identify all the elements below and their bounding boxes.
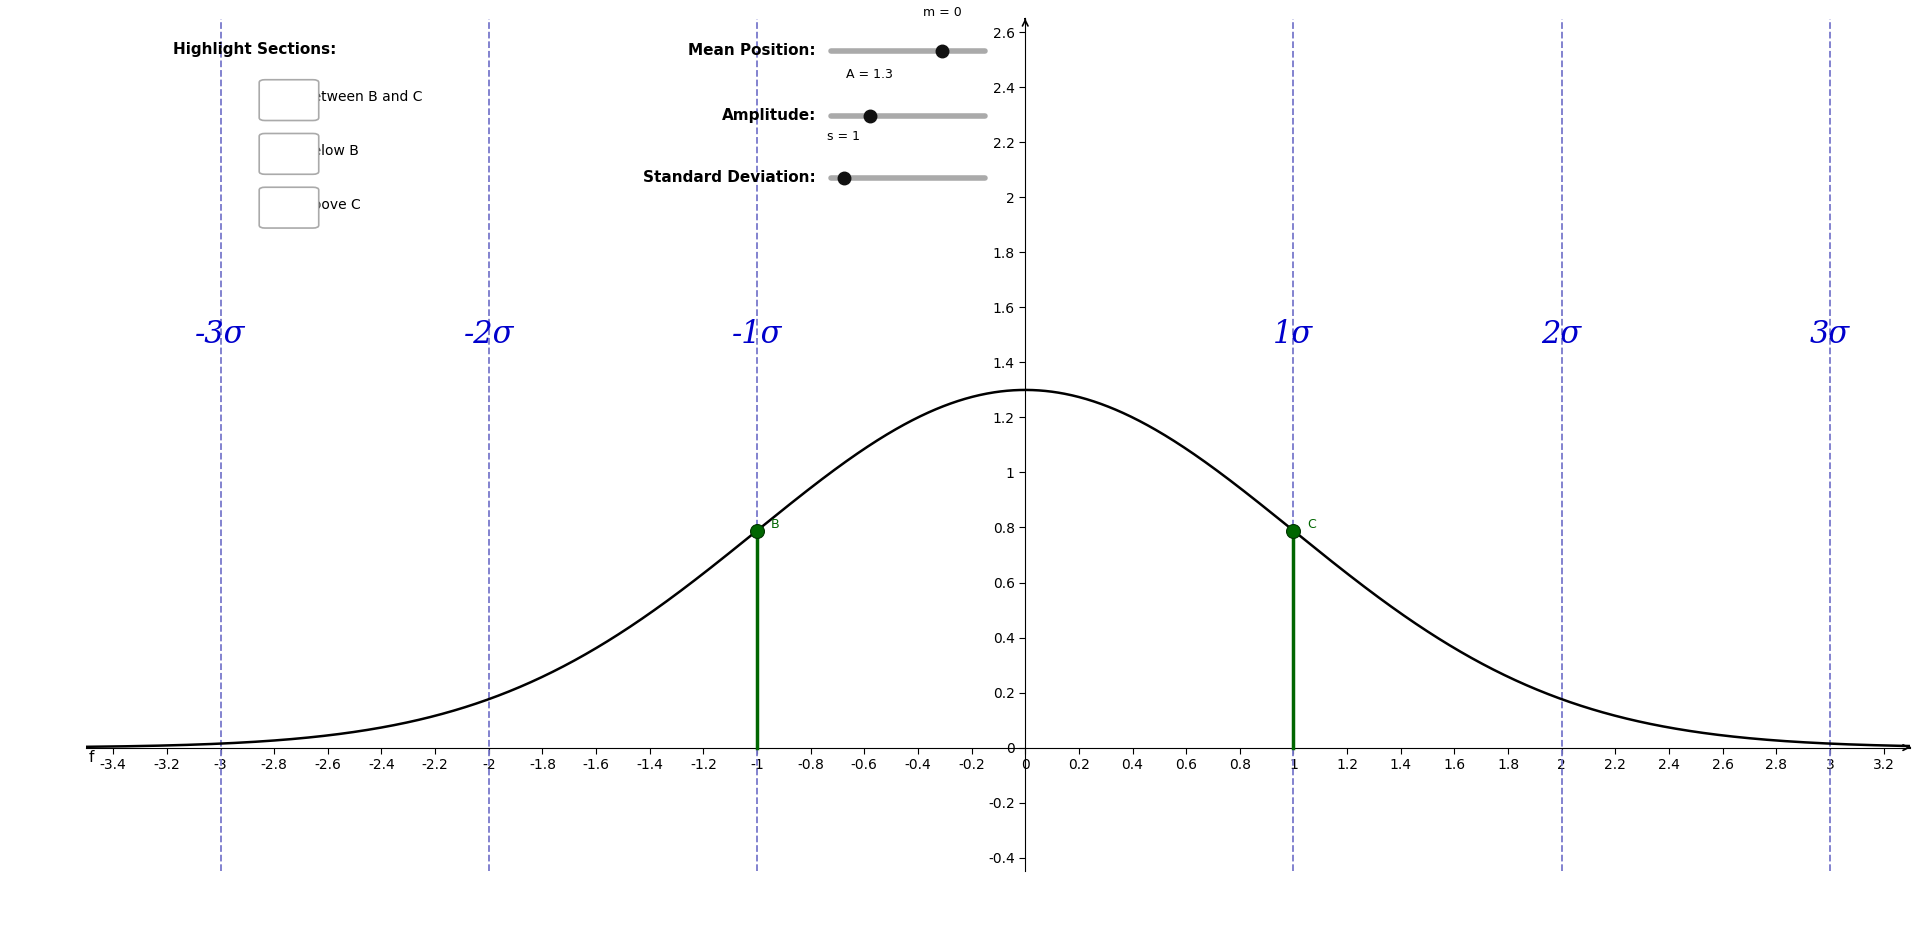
Text: Amplitude:: Amplitude: (722, 108, 816, 123)
Text: s = 1: s = 1 (828, 130, 860, 143)
Text: Standard Deviation:: Standard Deviation: (643, 171, 816, 185)
Text: Above C: Above C (303, 197, 361, 212)
Text: f: f (88, 750, 94, 766)
Text: -3σ: -3σ (196, 320, 246, 350)
Text: 2σ: 2σ (1542, 320, 1582, 350)
Text: C: C (1308, 518, 1315, 531)
Text: 3σ: 3σ (1811, 320, 1851, 350)
Text: m = 0: m = 0 (924, 6, 962, 19)
Text: -2σ: -2σ (463, 320, 515, 350)
Text: Below B: Below B (303, 144, 359, 159)
Text: 1σ: 1σ (1273, 320, 1313, 350)
Text: A = 1.3: A = 1.3 (847, 68, 893, 81)
Text: Mean Position:: Mean Position: (689, 44, 816, 58)
Text: -1σ: -1σ (732, 320, 781, 350)
Text: Between B and C: Between B and C (303, 90, 422, 105)
Text: B: B (770, 518, 780, 531)
Text: Highlight Sections:: Highlight Sections: (173, 42, 336, 57)
